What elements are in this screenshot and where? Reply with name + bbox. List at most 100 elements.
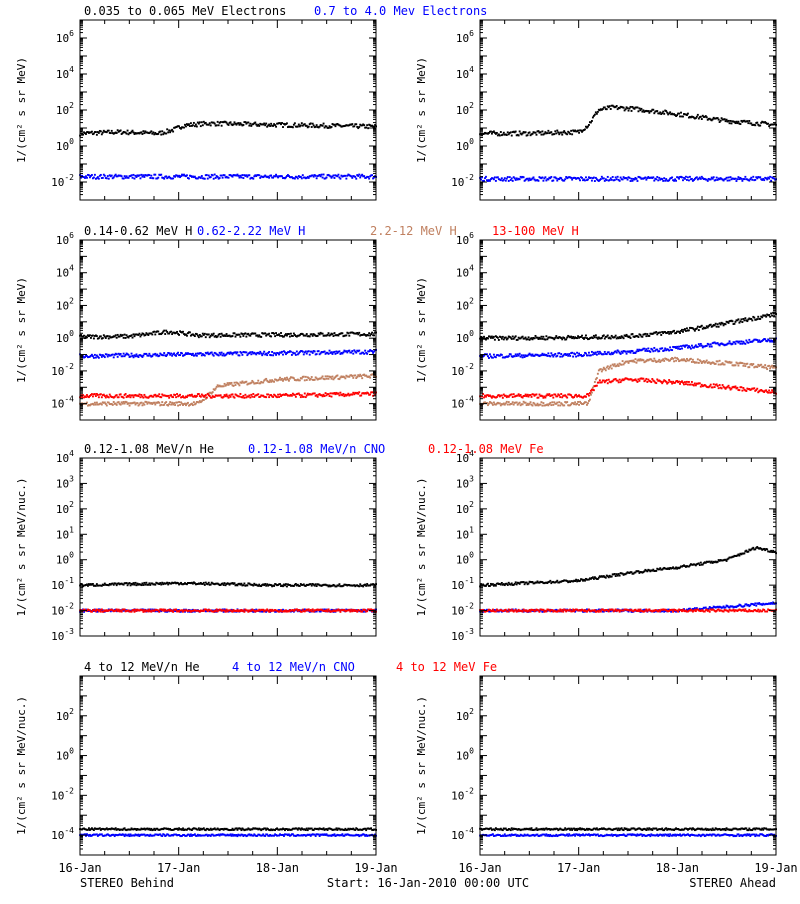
data-point bbox=[206, 397, 208, 399]
data-point bbox=[131, 353, 133, 355]
data-point bbox=[604, 106, 606, 108]
data-point bbox=[126, 582, 128, 584]
data-point bbox=[219, 352, 221, 354]
data-point bbox=[559, 356, 561, 358]
data-point bbox=[352, 353, 354, 355]
data-point bbox=[652, 360, 654, 362]
data-point bbox=[743, 319, 745, 321]
data-point bbox=[766, 368, 768, 370]
data-point bbox=[320, 175, 322, 177]
data-point bbox=[314, 392, 316, 394]
data-point bbox=[610, 365, 612, 367]
data-point bbox=[652, 350, 654, 352]
data-point bbox=[515, 335, 517, 337]
data-point bbox=[511, 338, 513, 340]
data-point bbox=[682, 179, 684, 181]
data-point bbox=[531, 396, 533, 398]
data-point bbox=[690, 348, 692, 350]
data-point bbox=[221, 125, 223, 127]
y-tick-label: 10-2 bbox=[51, 362, 74, 378]
data-point bbox=[257, 393, 259, 395]
data-point bbox=[669, 346, 671, 348]
data-point bbox=[106, 177, 108, 179]
data-point bbox=[585, 334, 587, 336]
data-point bbox=[322, 375, 324, 377]
data-point bbox=[172, 131, 174, 133]
data-point bbox=[501, 395, 503, 397]
data-point bbox=[636, 178, 638, 180]
data-point bbox=[94, 393, 96, 395]
data-point bbox=[312, 352, 314, 354]
data-point bbox=[203, 121, 205, 123]
data-point bbox=[216, 124, 218, 126]
data-point bbox=[730, 120, 732, 122]
data-point bbox=[100, 393, 102, 395]
data-point bbox=[572, 356, 574, 358]
data-point bbox=[124, 403, 126, 405]
data-point bbox=[277, 394, 279, 396]
data-point bbox=[495, 356, 497, 358]
data-point bbox=[299, 379, 301, 381]
tick-exponent: 6 bbox=[469, 29, 474, 38]
data-point bbox=[547, 352, 549, 354]
data-point bbox=[678, 381, 680, 383]
data-point bbox=[686, 179, 688, 181]
data-point bbox=[213, 178, 215, 180]
data-point bbox=[123, 337, 125, 339]
data-point bbox=[93, 338, 95, 340]
data-point bbox=[747, 122, 749, 124]
data-point bbox=[590, 177, 592, 179]
data-point bbox=[190, 122, 192, 124]
data-point bbox=[578, 178, 580, 180]
data-point bbox=[597, 111, 599, 113]
data-point bbox=[591, 120, 593, 122]
data-point bbox=[97, 394, 99, 396]
data-point bbox=[742, 387, 744, 389]
data-point bbox=[263, 351, 265, 353]
data-point bbox=[128, 177, 130, 179]
data-point bbox=[157, 395, 159, 397]
data-point bbox=[259, 351, 261, 353]
data-point bbox=[100, 335, 102, 337]
data-point bbox=[488, 357, 490, 359]
data-point bbox=[354, 176, 356, 178]
data-point bbox=[367, 127, 369, 129]
data-point bbox=[607, 365, 609, 367]
data-point bbox=[204, 178, 206, 180]
data-point bbox=[649, 351, 651, 353]
series-red bbox=[79, 391, 377, 398]
data-point bbox=[274, 175, 276, 177]
data-point bbox=[578, 353, 580, 355]
data-point bbox=[512, 336, 514, 338]
tick-exponent: -2 bbox=[464, 173, 474, 182]
data-point bbox=[96, 335, 98, 337]
data-point bbox=[152, 177, 154, 179]
data-point bbox=[555, 335, 557, 337]
data-point bbox=[358, 350, 360, 352]
data-point bbox=[220, 121, 222, 123]
data-point bbox=[104, 175, 106, 177]
data-point bbox=[652, 109, 654, 111]
data-point bbox=[547, 179, 549, 181]
data-point bbox=[768, 314, 770, 316]
data-point bbox=[552, 180, 554, 182]
data-point bbox=[208, 175, 210, 177]
y-ticks bbox=[480, 240, 776, 420]
data-point bbox=[332, 353, 334, 355]
data-point bbox=[95, 357, 97, 359]
data-point bbox=[592, 337, 594, 339]
data-point bbox=[139, 177, 141, 179]
data-point bbox=[100, 174, 102, 176]
data-point bbox=[574, 401, 576, 403]
data-point bbox=[116, 394, 118, 396]
data-point bbox=[581, 335, 583, 337]
data-point bbox=[138, 174, 140, 176]
data-point bbox=[615, 335, 617, 337]
data-point bbox=[279, 377, 281, 379]
data-point bbox=[653, 180, 655, 182]
data-point bbox=[653, 347, 655, 349]
data-point bbox=[699, 345, 701, 347]
data-point bbox=[594, 180, 596, 182]
data-point bbox=[187, 402, 189, 404]
data-point bbox=[637, 110, 639, 112]
